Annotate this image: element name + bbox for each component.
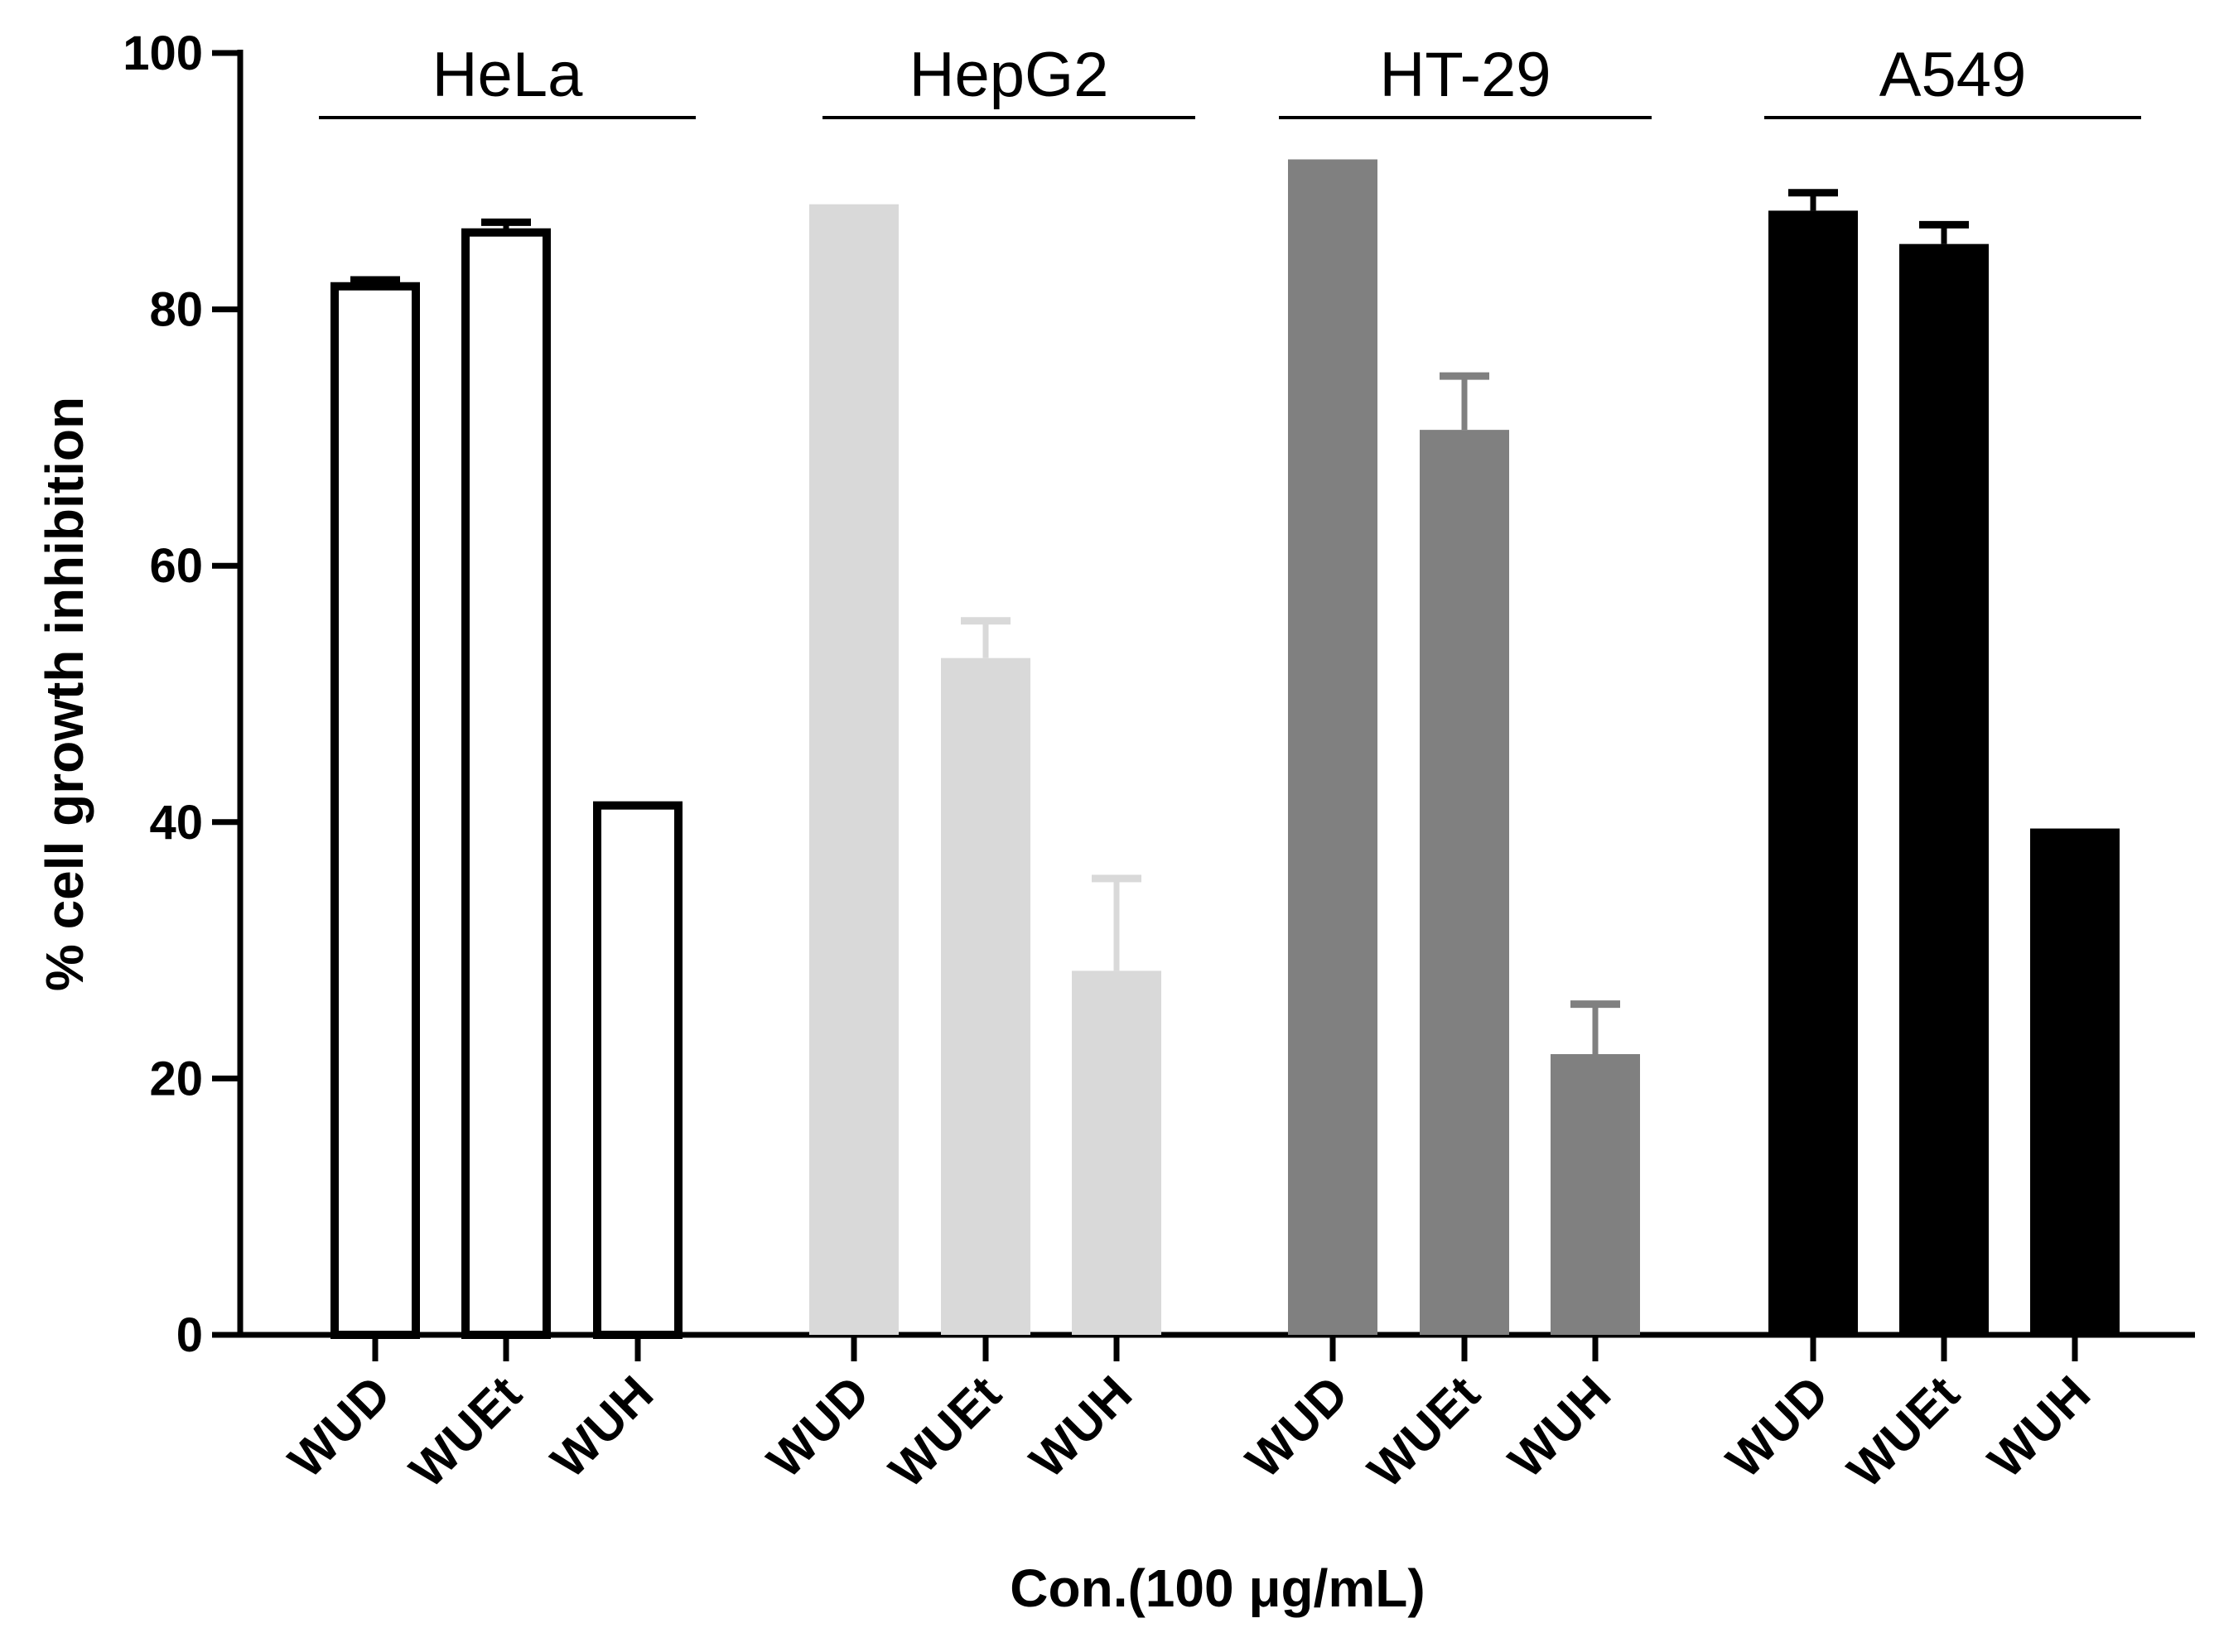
category-label-hepg2-wud: WUD xyxy=(756,1365,880,1489)
bar-ht-29-wuh xyxy=(1551,1053,1640,1335)
bar-hela-wud xyxy=(330,282,420,1340)
y-axis-title: % cell growth inhibition xyxy=(35,397,94,991)
bar-a549-wuh xyxy=(2030,828,2120,1335)
y-tick-label-0: 0 xyxy=(176,1308,203,1362)
group-label-ht-29: HT-29 xyxy=(1380,40,1551,110)
category-label-a549-wuet: WUEt xyxy=(1837,1365,1970,1498)
category-label-hela-wuh: WUH xyxy=(540,1365,663,1489)
category-label-hepg2-wuh: WUH xyxy=(1019,1365,1142,1489)
y-tick-label-60: 60 xyxy=(149,539,203,593)
y-tick-label-40: 40 xyxy=(149,796,203,850)
bars-layer xyxy=(330,159,2120,1340)
bar-hela-wuet xyxy=(461,228,551,1340)
bar-hepg2-wuh xyxy=(1072,970,1161,1335)
y-tick-label-80: 80 xyxy=(149,283,203,337)
x-axis-title: Con.(100 μg/mL) xyxy=(1010,1558,1425,1618)
category-label-a549-wuh: WUH xyxy=(1977,1365,2101,1489)
category-label-hela-wud: WUD xyxy=(277,1365,401,1489)
y-tick-label-100: 100 xyxy=(123,26,203,80)
bar-ht-29-wuet xyxy=(1420,430,1509,1335)
group-label-hela: HeLa xyxy=(432,40,583,110)
bar-hepg2-wud xyxy=(809,204,899,1335)
bar-ht-29-wud xyxy=(1288,159,1377,1335)
bar-a549-wud xyxy=(1768,210,1858,1335)
bar-a549-wuet xyxy=(1899,243,1989,1336)
category-label-ht-29-wuet: WUEt xyxy=(1358,1365,1490,1498)
bar-hela-wuh xyxy=(593,801,683,1339)
y-tick-label-20: 20 xyxy=(149,1052,203,1105)
category-label-hela-wuet: WUEt xyxy=(399,1365,532,1498)
category-label-hepg2-wuet: WUEt xyxy=(879,1365,1011,1498)
category-label-ht-29-wud: WUD xyxy=(1235,1365,1358,1489)
group-label-a549: A549 xyxy=(1879,40,2027,110)
category-label-ht-29-wuh: WUH xyxy=(1498,1365,1621,1489)
category-label-a549-wud: WUD xyxy=(1715,1365,1839,1489)
bar-hepg2-wuet xyxy=(941,657,1030,1335)
group-label-hepg2: HepG2 xyxy=(909,40,1109,110)
axes-layer xyxy=(212,50,2195,1361)
